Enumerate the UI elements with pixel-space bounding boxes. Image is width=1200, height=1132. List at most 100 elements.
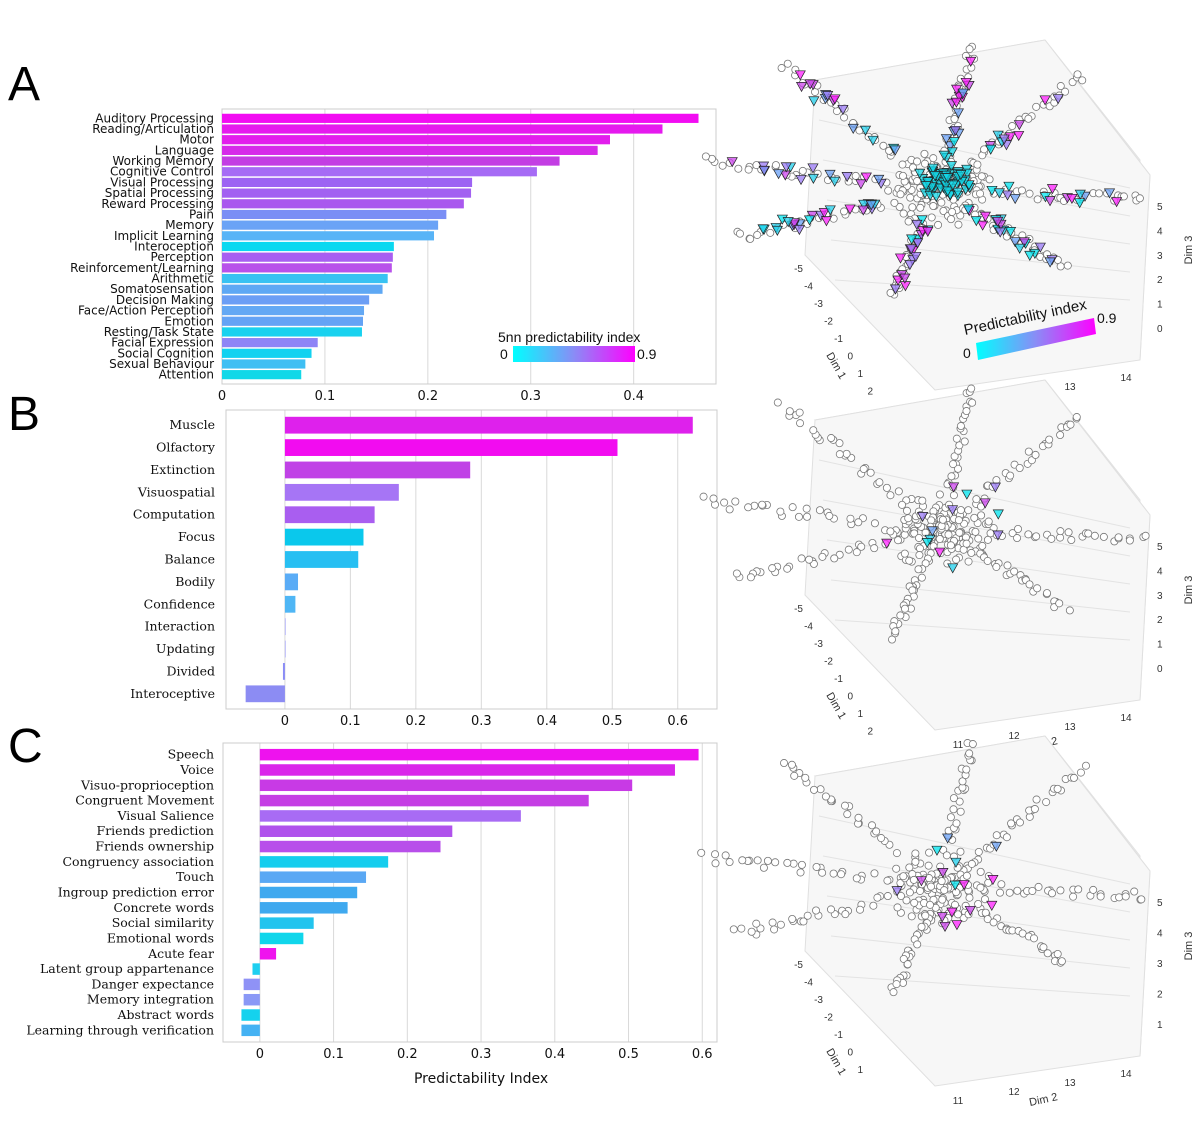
- dim1-tick-c-4: -1: [834, 1030, 843, 1041]
- category-label-c-2: Visuo-proprioception: [80, 777, 214, 792]
- scatter-point-c-196: [974, 847, 983, 856]
- dim3-tick-b-5: 5: [1157, 542, 1163, 553]
- scatter-point-a-18: [906, 193, 915, 202]
- predictive-marker-a-145: [1024, 250, 1036, 261]
- scatter-point-b-201: [992, 476, 1001, 485]
- dim3-label-c: Dim 3: [1183, 932, 1195, 961]
- scatter-point-a-114: [890, 198, 899, 207]
- category-label-c-16: Memory integration: [87, 992, 214, 1007]
- scatter-point-a-153: [908, 203, 917, 212]
- scatter-point-b-209: [1024, 447, 1033, 456]
- predictive-marker-a-55: [940, 134, 952, 145]
- dim2-tick-b-2: 13: [1064, 722, 1076, 733]
- predictive-marker-a-14: [1003, 181, 1015, 192]
- predictive-marker-c-8: [891, 886, 903, 897]
- bar-c-2: [259, 779, 633, 792]
- scatter-point-a-136: [898, 160, 907, 169]
- predictive-marker-c-1: [937, 867, 949, 879]
- scatter-point-c-169: [937, 877, 946, 886]
- predictive-marker-a-180: [837, 104, 849, 116]
- scatter-point-c-233: [1056, 886, 1065, 895]
- category-label-b-10: Updating: [156, 641, 215, 656]
- predictive-marker-a-80: [946, 147, 958, 158]
- dim3-tick-b-0: 0: [1157, 664, 1163, 675]
- scatter-point-b-365: [952, 434, 961, 443]
- scatter-point-c-216: [1053, 784, 1062, 793]
- scatter-point-c-232: [1048, 889, 1057, 898]
- scatter-point-c-343: [753, 856, 762, 865]
- scatter-point-a-377: [965, 45, 974, 54]
- scatter-point-b-308: [830, 554, 839, 563]
- scatter-point-c-363: [949, 794, 958, 803]
- dim1-tick-b-1: -4: [804, 622, 813, 633]
- predictive-marker-a-206: [938, 150, 950, 161]
- scatter-point-b-239: [1090, 531, 1099, 540]
- scatter-point-c-358: [952, 819, 961, 828]
- category-label-c-15: Danger expectance: [91, 976, 214, 991]
- predictive-marker-a-210: [889, 284, 902, 295]
- bar-c-9: [259, 886, 358, 899]
- predictive-marker-a-217: [757, 224, 769, 235]
- scatter-point-b-204: [1006, 471, 1015, 480]
- scatter-point-b-227: [1024, 530, 1033, 539]
- dim3-tick-b-2: 2: [1157, 615, 1163, 626]
- dim1-tick-a-1: -4: [804, 282, 813, 293]
- scatter-point-b-351: [699, 492, 708, 501]
- scatter-point-c-200: [992, 831, 1001, 840]
- scatter-point-b-166: [938, 515, 947, 524]
- predictive-marker-b-1: [961, 489, 973, 500]
- scatter-point-c-346: [738, 856, 747, 865]
- predictive-marker-a-30: [844, 204, 856, 215]
- bar-b-0: [284, 416, 693, 434]
- scatter-point-a-319: [766, 228, 775, 237]
- dim3-tick-c-2: 3: [1157, 959, 1163, 970]
- category-label-b-7: Bodily: [175, 574, 216, 589]
- category-label-a-4: Working Memory: [112, 154, 214, 168]
- bar-b-4: [284, 506, 375, 524]
- scatter-point-b-245: [1125, 536, 1134, 545]
- predictive-marker-a-214: [1111, 197, 1123, 208]
- scatter-point-c-229: [1034, 882, 1043, 891]
- predictive-marker-a-45: [860, 172, 872, 183]
- predictive-marker-a-207: [993, 188, 1005, 199]
- scatter-point-b-374: [968, 398, 977, 407]
- category-label-a-24: Attention: [159, 368, 214, 382]
- predictive-marker-a-202: [1066, 193, 1078, 205]
- scatter-point-a-122: [898, 171, 907, 180]
- predictive-marker-a-205: [829, 176, 841, 187]
- scatter-point-c-336: [796, 868, 805, 877]
- scatter-point-b-178: [859, 465, 868, 474]
- dim1-tick-c-1: -4: [804, 978, 813, 989]
- scatter-point-b-276: [921, 559, 930, 568]
- scatter-point-b-272: [1055, 599, 1064, 608]
- panel-letter-b: B: [8, 388, 40, 441]
- scatter-point-b-350: [709, 494, 718, 503]
- scatter-point-c-40: [892, 864, 901, 873]
- scatter-point-c-302: [869, 901, 878, 910]
- scatter-point-a-91: [920, 149, 929, 158]
- scatter-point-b-299: [888, 635, 897, 644]
- scatter-point-c-58: [907, 912, 916, 921]
- bar-a-10: [222, 220, 439, 230]
- scatter-point-a-111: [916, 203, 925, 212]
- scatter-point-c-138: [965, 893, 974, 902]
- scatter-point-b-129: [955, 528, 964, 537]
- predictive-marker-c-10: [936, 912, 948, 923]
- bar-b-10: [284, 640, 286, 658]
- scatter-point-b-359: [949, 460, 958, 469]
- scatter-point-c-192: [790, 771, 799, 780]
- scatter-point-c-204: [1007, 819, 1016, 828]
- bar-b-7: [284, 573, 299, 591]
- bar-b-5: [284, 528, 364, 546]
- predictive-marker-a-126: [910, 252, 922, 263]
- scatter-point-c-123: [896, 891, 905, 900]
- scatter-point-c-307: [841, 910, 850, 919]
- grid3d-a-5: [834, 279, 1131, 301]
- dim3-label-b: Dim 3: [1183, 576, 1195, 605]
- predictive-marker-a-87: [779, 170, 791, 181]
- panel-letter-a: A: [8, 58, 40, 111]
- scatter-point-b-234: [1064, 528, 1073, 537]
- scatter-point-b-134: [902, 506, 911, 515]
- scatter-point-c-368: [958, 777, 967, 786]
